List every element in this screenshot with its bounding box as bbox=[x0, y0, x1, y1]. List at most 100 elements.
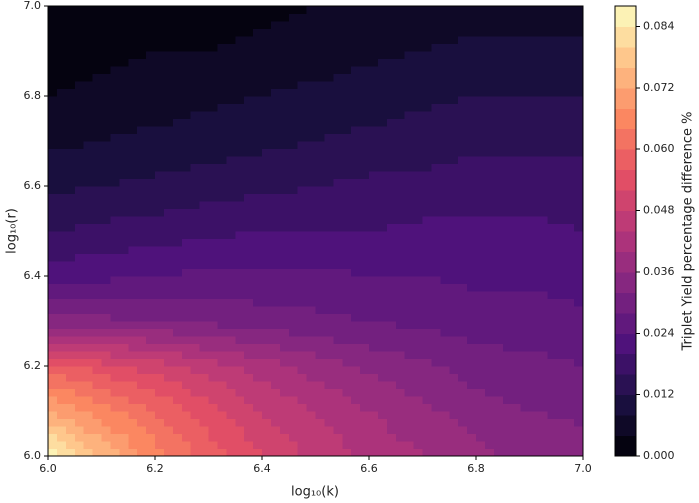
contour-cell bbox=[119, 111, 129, 120]
contour-cell bbox=[65, 411, 76, 420]
contour-cell bbox=[74, 448, 85, 457]
contour-cell bbox=[467, 343, 477, 352]
contour-cell bbox=[324, 223, 334, 232]
contour-cell bbox=[235, 238, 245, 247]
contour-cell bbox=[440, 201, 450, 210]
contour-cell bbox=[458, 231, 468, 240]
contour-cell bbox=[279, 103, 290, 112]
contour-cell bbox=[56, 21, 67, 30]
contour-cell bbox=[119, 351, 129, 360]
contour-cell bbox=[279, 156, 290, 165]
contour-cell bbox=[556, 163, 566, 172]
x-tick-label: 6.2 bbox=[146, 462, 164, 475]
contour-cell bbox=[351, 51, 361, 60]
contour-cell bbox=[360, 13, 370, 22]
contour-cell bbox=[369, 36, 379, 45]
contour-cell bbox=[440, 351, 450, 360]
contour-cell bbox=[101, 313, 112, 322]
contour-cell bbox=[493, 208, 504, 217]
contour-cell bbox=[155, 66, 165, 75]
contour-cell bbox=[413, 373, 424, 382]
contour-cell bbox=[262, 238, 272, 247]
contour-cell bbox=[244, 193, 254, 202]
contour-cell bbox=[449, 36, 459, 45]
contour-cell bbox=[386, 448, 397, 457]
contour-cell bbox=[395, 298, 406, 307]
contour-cell bbox=[253, 43, 263, 52]
contour-cell bbox=[163, 396, 174, 405]
contour-cell bbox=[449, 283, 459, 292]
contour-cell bbox=[110, 171, 120, 180]
contour-cell bbox=[458, 321, 468, 330]
contour-cell bbox=[235, 36, 245, 45]
contour-cell bbox=[297, 186, 308, 195]
contour-cell bbox=[511, 208, 522, 217]
contour-cell bbox=[574, 13, 584, 22]
contour-cell bbox=[467, 373, 477, 382]
contour-cell bbox=[155, 231, 165, 240]
contour-cell bbox=[226, 201, 236, 210]
contour-cell bbox=[431, 28, 441, 37]
contour-cell bbox=[208, 171, 219, 180]
contour-cell bbox=[431, 283, 441, 292]
contour-cell bbox=[226, 321, 236, 330]
contour-cell bbox=[297, 81, 308, 90]
contour-cell bbox=[119, 426, 129, 435]
contour-cell bbox=[163, 103, 174, 112]
contour-cell bbox=[288, 418, 299, 427]
contour-cell bbox=[74, 411, 85, 420]
contour-cell bbox=[440, 343, 450, 352]
contour-cell bbox=[520, 358, 531, 367]
contour-cell bbox=[199, 298, 210, 307]
contour-cell bbox=[493, 6, 504, 15]
contour-cell bbox=[422, 118, 433, 127]
contour-cell bbox=[137, 313, 147, 322]
contour-cell bbox=[119, 441, 129, 450]
contour-cell bbox=[270, 433, 281, 442]
contour-cell bbox=[253, 276, 263, 285]
contour-cell bbox=[235, 411, 245, 420]
contour-cell bbox=[386, 66, 397, 75]
contour-cell bbox=[217, 96, 227, 105]
contour-cell bbox=[315, 238, 326, 247]
contour-cell bbox=[315, 96, 326, 105]
contour-cell bbox=[315, 366, 326, 375]
contour-cell bbox=[297, 283, 308, 292]
contour-cell bbox=[529, 58, 540, 67]
contour-cell bbox=[163, 81, 174, 90]
contour-cell bbox=[529, 253, 540, 262]
contour-cell bbox=[529, 366, 540, 375]
contour-cell bbox=[199, 313, 210, 322]
contour-cell bbox=[74, 171, 85, 180]
contour-cell bbox=[244, 118, 254, 127]
contour-cell bbox=[529, 51, 540, 60]
contour-cell bbox=[395, 276, 406, 285]
contour-cell bbox=[556, 43, 566, 52]
contour-cell bbox=[484, 426, 495, 435]
contour-cell bbox=[279, 126, 290, 135]
contour-cell bbox=[270, 268, 281, 277]
contour-cell bbox=[172, 238, 183, 247]
contour-cell bbox=[360, 171, 370, 180]
contour-cell bbox=[128, 178, 138, 187]
contour-cell bbox=[56, 403, 67, 412]
contour-cell bbox=[297, 223, 308, 232]
contour-cell bbox=[520, 21, 531, 30]
contour-cell bbox=[502, 336, 513, 345]
contour-cell bbox=[226, 88, 236, 97]
contour-cell bbox=[351, 208, 361, 217]
contour-cell bbox=[404, 171, 415, 180]
contour-cell bbox=[511, 6, 522, 15]
contour-cell bbox=[172, 351, 183, 360]
contour-cell bbox=[83, 163, 94, 172]
contour-cell bbox=[262, 141, 272, 150]
contour-cell bbox=[333, 156, 343, 165]
contour-cell bbox=[529, 28, 540, 37]
contour-cell bbox=[65, 298, 76, 307]
contour-cell bbox=[449, 231, 459, 240]
contour-cell bbox=[342, 81, 352, 90]
contour-cell bbox=[520, 298, 531, 307]
contour-cell bbox=[163, 201, 174, 210]
contour-cell bbox=[484, 186, 495, 195]
contour-cell bbox=[529, 358, 540, 367]
